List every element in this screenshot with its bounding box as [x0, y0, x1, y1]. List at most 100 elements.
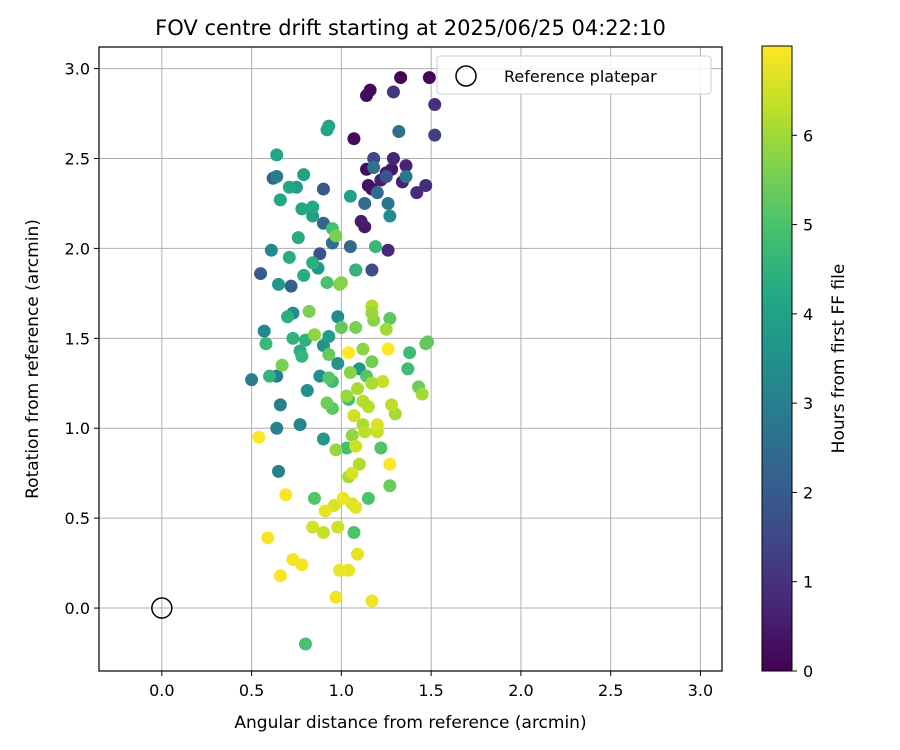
y-tick-label: 0.0 [65, 599, 90, 618]
data-point [419, 337, 433, 351]
legend-reference-marker [455, 65, 477, 87]
data-point [349, 263, 363, 277]
y-tick-label: 1.5 [65, 329, 90, 348]
y-tick-label: 2.5 [65, 149, 90, 168]
data-point [386, 85, 400, 99]
data-point [334, 276, 348, 290]
data-point [334, 321, 348, 335]
data-points [151, 71, 442, 651]
x-tick-label: 1.5 [418, 681, 443, 700]
data-point [331, 356, 345, 370]
data-point [415, 387, 429, 401]
colorbar-tick-label: 3 [803, 394, 813, 413]
colorbar-tick-label: 4 [803, 305, 813, 324]
data-point [329, 443, 343, 457]
data-point [270, 421, 284, 435]
chart-title: FOV centre drift starting at 2025/06/25 … [155, 16, 666, 40]
data-point [354, 214, 368, 228]
x-axis-title: Angular distance from reference (arcmin) [234, 713, 586, 733]
x-tick-label: 0.5 [239, 681, 264, 700]
y-tick-label: 3.0 [65, 60, 90, 79]
data-point [356, 394, 370, 408]
data-point [306, 256, 320, 270]
data-point [365, 376, 379, 390]
data-point [281, 310, 295, 324]
data-point [343, 189, 357, 203]
data-point [422, 71, 436, 85]
colorbar-tick-label: 5 [803, 216, 813, 235]
data-point [381, 196, 395, 210]
data-point [322, 330, 336, 344]
data-point [399, 159, 413, 173]
x-tick-label: 2.5 [598, 681, 623, 700]
x-tick-label: 0.0 [149, 681, 174, 700]
data-point [291, 231, 305, 245]
data-point [333, 563, 347, 577]
data-point [376, 374, 390, 388]
data-point [297, 268, 311, 282]
data-point [254, 267, 268, 281]
colorbar-title: Hours from first FF file [829, 264, 849, 454]
y-tick-label: 2.0 [65, 239, 90, 258]
data-point [259, 337, 273, 351]
y-tick-label: 0.5 [65, 509, 90, 528]
data-point [329, 590, 343, 604]
data-point [383, 209, 397, 223]
data-point [270, 169, 284, 183]
data-point [347, 409, 361, 423]
data-point [343, 240, 357, 254]
y-tick-label: 1.0 [65, 419, 90, 438]
data-point [381, 342, 395, 356]
data-point [428, 128, 442, 142]
data-point [322, 348, 336, 362]
colorbar-gradient [761, 45, 793, 672]
data-point [403, 346, 417, 360]
data-point [370, 186, 384, 200]
data-point [313, 247, 327, 261]
data-point [383, 457, 397, 471]
data-point [295, 349, 309, 363]
reference-point [151, 597, 173, 619]
data-point [270, 148, 284, 162]
data-point [379, 169, 393, 183]
data-point [307, 328, 321, 342]
data-point [316, 432, 330, 446]
data-point [320, 396, 334, 410]
data-point [297, 168, 311, 182]
data-point [273, 569, 287, 583]
data-point [358, 196, 372, 210]
colorbar-ticks: 0 1 2 3 4 5 6 [792, 126, 813, 681]
data-point [263, 369, 277, 383]
data-point [295, 558, 309, 572]
x-tick-label: 3.0 [688, 681, 713, 700]
data-point [264, 243, 278, 257]
data-point [261, 531, 275, 545]
colorbar-tick-label: 2 [803, 483, 813, 502]
data-point [365, 306, 379, 320]
data-point [352, 457, 366, 471]
data-point [370, 418, 384, 432]
y-axis-title: Rotation from reference (arcmin) [23, 219, 43, 499]
legend-box [436, 55, 712, 95]
colorbar: 0 1 2 3 4 5 6 Hours from first FF file [761, 45, 849, 681]
data-point [275, 358, 289, 372]
data-point [272, 277, 286, 291]
data-point [316, 526, 330, 540]
data-point [272, 464, 286, 478]
data-point [322, 119, 336, 133]
data-point [365, 594, 379, 608]
data-point [349, 500, 363, 514]
data-point [273, 398, 287, 412]
colorbar-tick-label: 1 [803, 573, 813, 592]
data-point [331, 310, 345, 324]
data-point [419, 178, 433, 192]
colorbar-tick-label: 0 [803, 662, 813, 681]
data-point [307, 491, 321, 505]
data-point [252, 430, 266, 444]
data-point [399, 169, 413, 183]
data-point [282, 180, 296, 194]
data-point [300, 383, 314, 397]
data-point [367, 151, 381, 165]
data-point [361, 491, 375, 505]
